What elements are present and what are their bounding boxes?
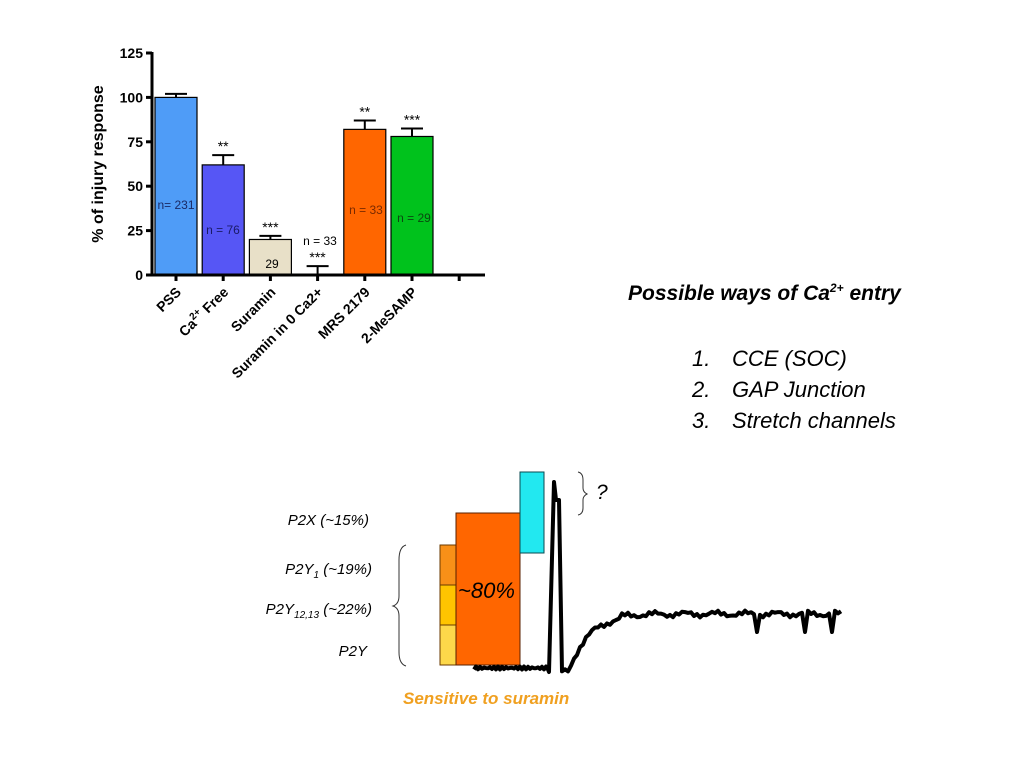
x-tick-label: Suramin in 0 Ca2+ (228, 284, 325, 381)
y-tick-label: 0 (135, 267, 143, 283)
list-number: 3. (692, 408, 711, 433)
receptor-pct: (~19%) (319, 561, 372, 578)
n-label: n= 231 (157, 198, 194, 212)
question-mark-label: ? (596, 481, 608, 504)
title-prefix: Possible ways of Ca (628, 282, 830, 305)
y-tick-label: 100 (120, 89, 144, 105)
title-suffix: entry (843, 282, 901, 305)
p2x-big-block (455, 512, 521, 666)
p2y1-block (439, 544, 457, 586)
title-superscript: 2+ (829, 281, 844, 295)
bar (154, 96, 198, 276)
n-label: 29 (265, 257, 279, 271)
n-label: n = 33 (349, 203, 383, 217)
significance-label: ** (218, 138, 229, 154)
receptor-name: P2Y (265, 601, 295, 618)
x-tick-label: PSS (153, 284, 184, 315)
receptor-subscript: 1 (313, 570, 320, 581)
receptor-name: P2Y (285, 561, 314, 578)
y-tick-label: 50 (127, 178, 143, 194)
big-block-label: ~80% (458, 578, 515, 603)
y-tick-label: 75 (127, 134, 143, 150)
receptor-label-p2y: P2Y (339, 643, 367, 660)
n-label: n = 29 (397, 211, 431, 225)
list-item: 1. CCE (SOC) (692, 343, 896, 374)
list-text: GAP Junction (732, 377, 866, 402)
bar (390, 135, 434, 276)
receptor-label-p2x: P2X (~15%) (288, 512, 369, 529)
left-brace-icon (391, 544, 407, 667)
significance-label: ** (359, 103, 370, 119)
p2y-block (439, 624, 457, 666)
significance-label: *** (262, 219, 279, 235)
receptor-subscript: 12,13 (294, 610, 320, 621)
bar (201, 164, 245, 276)
p2y12-block (439, 584, 457, 626)
x-tick-label: Ca2+ Free (175, 283, 232, 340)
y-axis-label: % of injury response (90, 85, 107, 242)
list-number: 1. (692, 346, 711, 371)
receptor-label-p2y1: P2Y1 (~19%) (285, 561, 372, 581)
list-item: 3. Stretch channels (692, 405, 896, 436)
y-tick-label: 125 (120, 45, 144, 61)
receptor-name: P2X (287, 512, 317, 529)
y-tick-label: 25 (127, 223, 143, 239)
receptor-diagram (391, 471, 843, 674)
question-brace-icon (577, 471, 589, 516)
receptor-name: P2Y (338, 643, 367, 660)
list-text: CCE (SOC) (732, 346, 847, 371)
receptor-label-p2y12-13: P2Y12,13 (~22%) (266, 601, 372, 621)
significance-label: *** (309, 249, 326, 265)
list-item: 2. GAP Junction (692, 374, 896, 405)
n-label: n = 76 (206, 223, 240, 237)
list-number: 2. (692, 377, 711, 402)
list-text: Stretch channels (732, 408, 896, 433)
unknown-cyan-block (519, 471, 545, 554)
significance-label: *** (404, 111, 421, 127)
y-axis-ticks: 0 25 50 75 100 125 (120, 45, 152, 283)
receptor-pct: (~22%) (319, 601, 372, 618)
calcium-trace-line (472, 480, 843, 674)
ca-entry-list: 1. CCE (SOC) 2. GAP Junction 3. Stretch cha… (692, 343, 896, 436)
ca-entry-title: Possible ways of Ca2+ entry (628, 281, 901, 306)
n-label: n = 33 (303, 234, 337, 248)
receptor-pct: (~15%) (316, 512, 369, 529)
sensitive-to-suramin-label: Sensitive to suramin (403, 689, 570, 708)
